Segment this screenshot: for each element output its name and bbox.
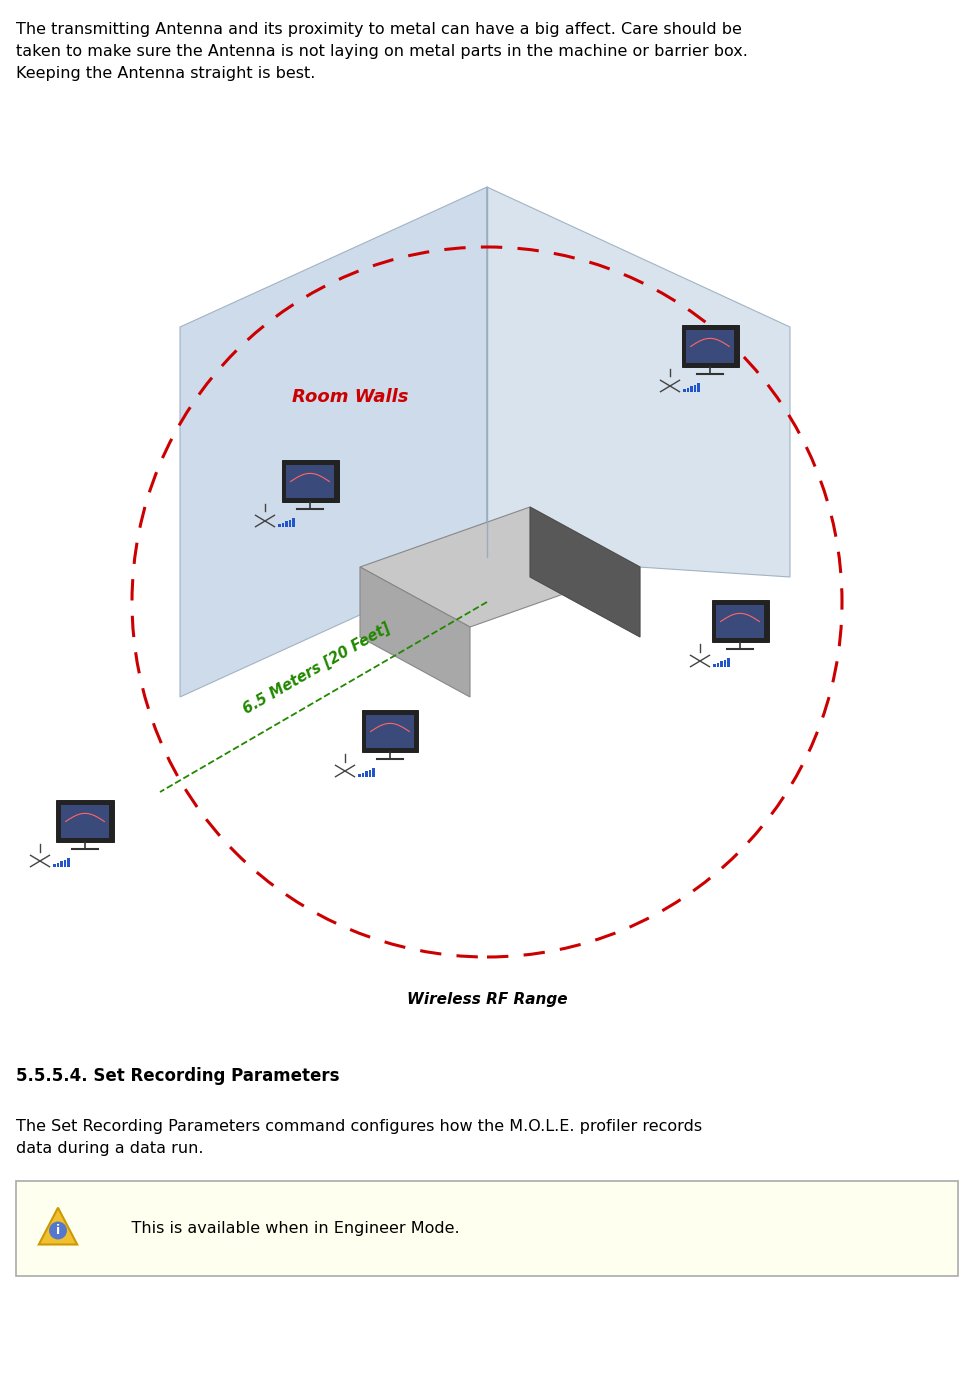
FancyBboxPatch shape [16,1181,958,1276]
FancyBboxPatch shape [720,661,723,666]
FancyBboxPatch shape [684,390,686,391]
Text: Room Walls: Room Walls [292,388,408,406]
Circle shape [49,1221,67,1239]
Text: taken to make sure the Antenna is not laying on metal parts in the machine or ba: taken to make sure the Antenna is not la… [16,44,748,59]
FancyBboxPatch shape [288,521,291,526]
Polygon shape [180,187,487,697]
FancyBboxPatch shape [281,523,284,526]
FancyBboxPatch shape [366,715,414,748]
Text: 6.5 Meters [20 Feet]: 6.5 Meters [20 Feet] [240,620,393,717]
FancyBboxPatch shape [67,858,69,866]
FancyBboxPatch shape [279,525,281,526]
FancyBboxPatch shape [60,862,62,866]
FancyBboxPatch shape [361,772,364,777]
FancyBboxPatch shape [713,665,716,666]
FancyBboxPatch shape [727,658,730,666]
FancyBboxPatch shape [716,606,765,638]
FancyBboxPatch shape [54,865,56,866]
FancyBboxPatch shape [361,711,419,752]
FancyBboxPatch shape [281,460,339,503]
FancyBboxPatch shape [697,383,699,391]
FancyBboxPatch shape [372,768,375,777]
Text: The transmitting Antenna and its proximity to metal can have a big affect. Care : The transmitting Antenna and its proximi… [16,22,742,37]
FancyBboxPatch shape [56,863,59,866]
Polygon shape [487,187,790,577]
FancyBboxPatch shape [63,859,66,866]
FancyBboxPatch shape [717,662,720,666]
FancyBboxPatch shape [368,770,371,777]
Polygon shape [360,567,470,697]
Polygon shape [530,507,640,638]
FancyBboxPatch shape [724,660,727,666]
FancyBboxPatch shape [358,774,361,777]
Text: 5.5.5.4. Set Recording Parameters: 5.5.5.4. Set Recording Parameters [16,1067,340,1085]
Polygon shape [39,1208,77,1245]
FancyBboxPatch shape [687,388,690,391]
Text: The Set Recording Parameters command configures how the M.O.L.E. profiler record: The Set Recording Parameters command con… [16,1120,702,1135]
Text: Wireless RF Range: Wireless RF Range [407,991,567,1007]
Polygon shape [360,507,640,627]
FancyBboxPatch shape [693,384,696,391]
FancyBboxPatch shape [686,330,734,362]
FancyBboxPatch shape [711,600,768,642]
FancyBboxPatch shape [691,387,693,391]
Text: i: i [56,1224,60,1237]
FancyBboxPatch shape [365,771,368,777]
FancyBboxPatch shape [285,522,287,526]
FancyBboxPatch shape [682,325,738,368]
Text: This is available when in Engineer Mode.: This is available when in Engineer Mode. [111,1221,460,1237]
FancyBboxPatch shape [56,800,114,841]
FancyBboxPatch shape [285,465,334,498]
Polygon shape [530,507,640,638]
FancyBboxPatch shape [60,806,109,837]
Text: Keeping the Antenna straight is best.: Keeping the Antenna straight is best. [16,66,316,81]
Text: data during a data run.: data during a data run. [16,1142,204,1157]
FancyBboxPatch shape [292,518,295,526]
